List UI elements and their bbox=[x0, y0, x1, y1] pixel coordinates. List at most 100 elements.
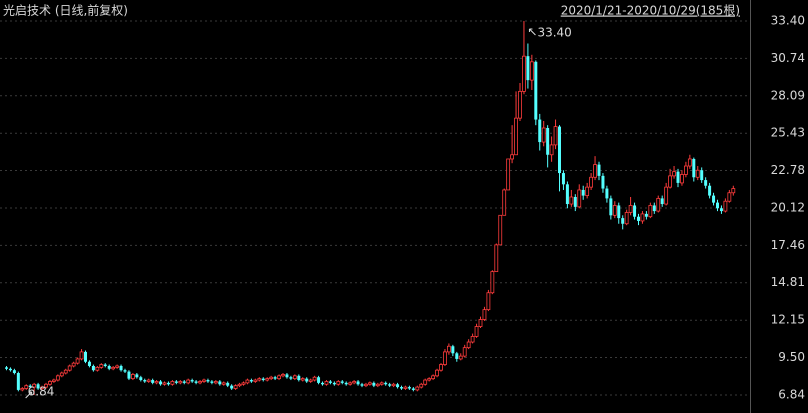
candle-body bbox=[403, 386, 408, 389]
candle-body bbox=[628, 205, 633, 213]
candle-body bbox=[352, 381, 357, 384]
candle-body bbox=[111, 366, 116, 370]
candle-body bbox=[202, 379, 206, 382]
candle-body bbox=[91, 365, 95, 371]
candle-body bbox=[340, 381, 344, 383]
y-tick-label: 33.40 bbox=[771, 13, 805, 27]
candle-body bbox=[541, 127, 546, 143]
candle-body bbox=[589, 176, 593, 188]
candle-body bbox=[375, 383, 380, 387]
candle-body bbox=[151, 380, 155, 383]
candle-body bbox=[317, 377, 321, 383]
candle-body bbox=[486, 292, 491, 311]
candle-body bbox=[40, 386, 44, 389]
candle-body bbox=[356, 381, 360, 385]
candle-body bbox=[130, 374, 135, 380]
candle-body bbox=[534, 61, 538, 120]
candle-body bbox=[577, 189, 582, 208]
candle-body bbox=[400, 387, 403, 389]
candle-body bbox=[391, 383, 396, 387]
candle-body bbox=[423, 379, 428, 385]
candle-body bbox=[498, 214, 503, 246]
candle-body bbox=[55, 375, 60, 381]
candle-body bbox=[210, 381, 214, 383]
candle-body bbox=[731, 188, 736, 194]
candle-body bbox=[384, 382, 388, 385]
candle-body bbox=[569, 196, 574, 205]
candle-body bbox=[32, 383, 37, 388]
candle-body bbox=[411, 388, 415, 390]
candle-body bbox=[522, 55, 526, 92]
candle-body bbox=[67, 365, 72, 371]
candle-body bbox=[336, 381, 341, 385]
y-tick-label: 14.81 bbox=[771, 275, 805, 289]
candle-body bbox=[324, 381, 329, 385]
candle-body bbox=[360, 384, 364, 386]
min-arrow bbox=[25, 391, 33, 399]
candle-body bbox=[221, 382, 226, 385]
candle-body bbox=[119, 365, 123, 371]
max-arrow bbox=[528, 28, 536, 36]
candle-body bbox=[708, 185, 712, 196]
candle-body bbox=[372, 382, 376, 386]
candle-body bbox=[135, 374, 139, 378]
candle-body bbox=[170, 381, 175, 385]
candle-body bbox=[704, 180, 708, 186]
candle-body bbox=[676, 171, 680, 183]
candle-body bbox=[178, 381, 183, 384]
candle-body bbox=[388, 384, 392, 386]
candle-body bbox=[190, 380, 194, 382]
candle-body bbox=[332, 382, 336, 385]
candle-body bbox=[427, 378, 432, 381]
candle-body bbox=[482, 309, 487, 320]
candle-body bbox=[84, 351, 87, 362]
candle-body bbox=[637, 216, 640, 221]
candle-body bbox=[139, 377, 143, 381]
candle-body bbox=[443, 351, 447, 365]
candle-body bbox=[478, 319, 483, 327]
candle-body bbox=[12, 370, 16, 374]
candle-body bbox=[466, 341, 471, 349]
candle-body bbox=[95, 366, 100, 371]
candle-body bbox=[668, 175, 672, 188]
candle-body bbox=[305, 378, 309, 382]
candle-body bbox=[182, 381, 186, 383]
candle-body bbox=[218, 381, 222, 385]
candle-body bbox=[99, 364, 104, 368]
candle-body bbox=[253, 379, 258, 382]
candle-body bbox=[435, 369, 439, 377]
candle-body bbox=[44, 383, 48, 388]
candle-body bbox=[558, 126, 561, 174]
candle-body bbox=[621, 218, 625, 224]
candle-body bbox=[379, 382, 384, 385]
candle-body bbox=[672, 171, 676, 177]
candle-body bbox=[660, 198, 664, 205]
candle-body bbox=[257, 378, 262, 381]
max-label: 33.40 bbox=[537, 25, 571, 39]
candle-body bbox=[549, 144, 554, 156]
candle-body bbox=[115, 365, 119, 368]
candle-body bbox=[597, 164, 601, 176]
candle-body bbox=[198, 381, 202, 384]
candle-body bbox=[510, 154, 515, 160]
candle-body bbox=[63, 369, 68, 374]
candle-body bbox=[723, 200, 728, 212]
candle-body bbox=[265, 378, 270, 381]
candle-body bbox=[680, 174, 684, 184]
y-tick-label: 17.46 bbox=[771, 238, 805, 252]
candle-body bbox=[213, 381, 218, 384]
candle-body bbox=[237, 383, 242, 387]
candle-body bbox=[573, 196, 577, 207]
candle-body bbox=[146, 379, 151, 382]
candle-body bbox=[206, 380, 210, 382]
candle-body bbox=[644, 213, 648, 217]
candle-body bbox=[593, 164, 597, 178]
candle-body bbox=[624, 212, 629, 225]
candle-body bbox=[174, 381, 178, 383]
candle-body bbox=[565, 184, 569, 205]
candle-body bbox=[249, 380, 253, 382]
candle-body bbox=[538, 119, 542, 143]
candle-body bbox=[166, 382, 170, 385]
candle-body bbox=[269, 376, 274, 380]
candle-body bbox=[312, 376, 317, 381]
